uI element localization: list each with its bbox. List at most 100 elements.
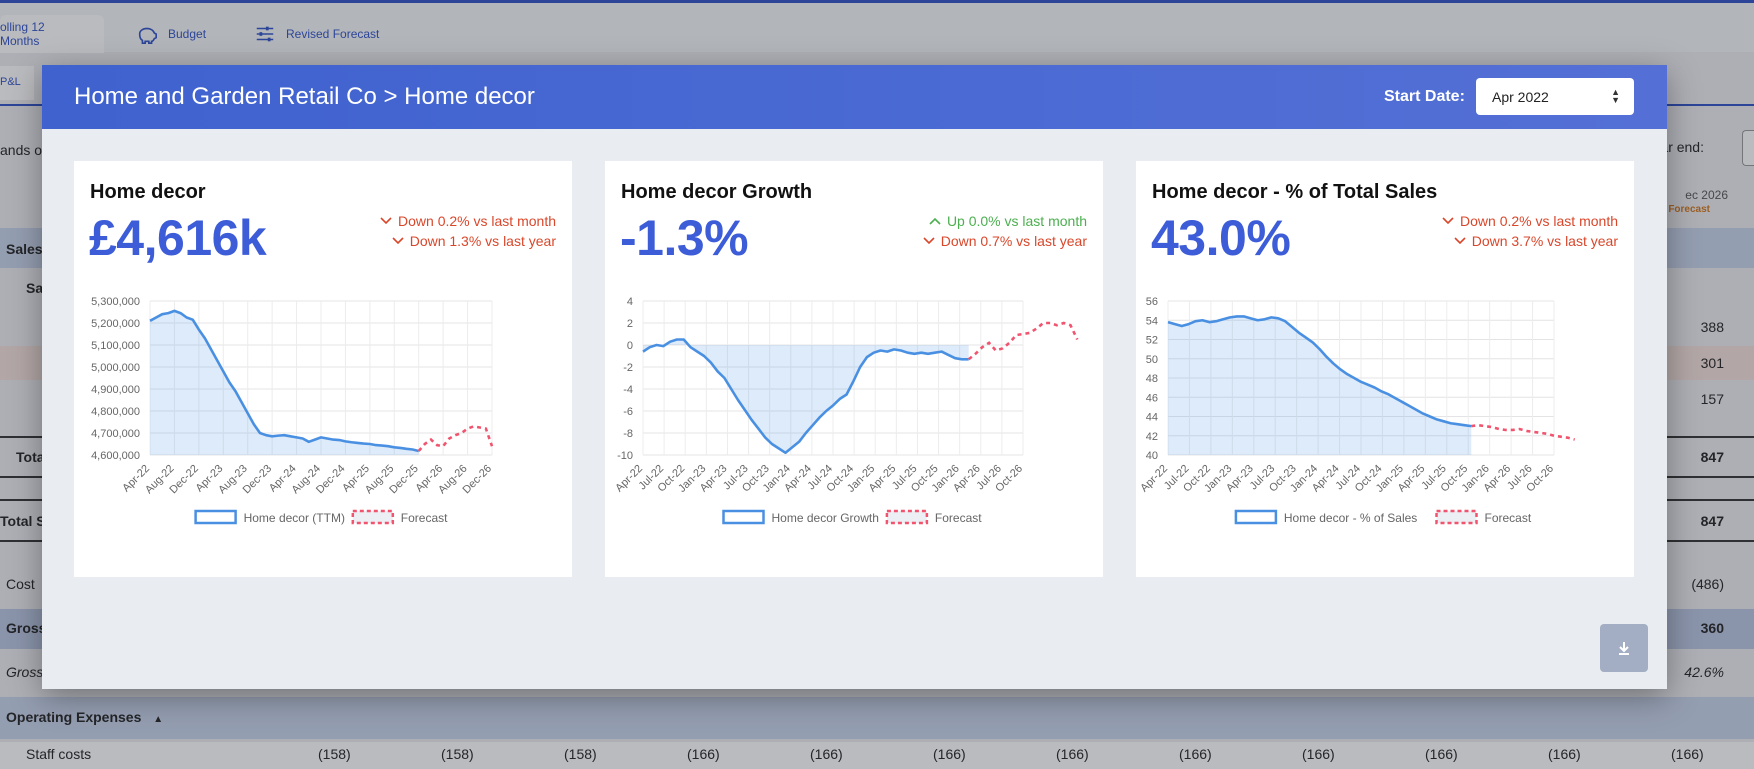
- staff-cost-cell: (166): [1671, 746, 1704, 762]
- delta-text: Down 0.7% vs last year: [940, 233, 1087, 249]
- select-chevron-icon: ▲ ▼: [1611, 87, 1620, 105]
- legend-swatch: [885, 509, 929, 525]
- staff-cost-cell: (166): [1179, 746, 1212, 762]
- chart-home-decor: 4,600,000 4,700,000 4,800,000 4,900,000 5,00…: [91, 296, 494, 525]
- series-area: [1168, 316, 1472, 455]
- tab-label: olling 12 Months: [0, 20, 45, 48]
- staff-cost-cell: (166): [1548, 746, 1581, 762]
- bg-value: 847: [1700, 513, 1724, 529]
- legend-label: Home decor Growth: [772, 511, 879, 525]
- y-tick-label: 2: [627, 318, 633, 330]
- start-date-value: Apr 2022: [1492, 89, 1549, 105]
- card-value: 43.0%: [1151, 210, 1291, 266]
- chevron-down-icon: [1442, 217, 1454, 225]
- y-tick-label: 5,100,000: [91, 340, 140, 352]
- start-date-select[interactable]: Apr 2022 ▲ ▼: [1476, 78, 1634, 115]
- row-band: [0, 697, 1754, 739]
- tab-rolling-12-months[interactable]: olling 12 Months: [0, 15, 104, 53]
- column-header: ec 2026: [1685, 188, 1728, 202]
- legend-swatch: [1435, 509, 1478, 525]
- staff-cost-cell: (166): [933, 746, 966, 762]
- legend-label: Forecast: [1485, 511, 1532, 525]
- delta-text: Down 0.2% vs last month: [398, 213, 556, 229]
- card-title: Home decor: [90, 181, 206, 203]
- delta-down: Down 3.7% vs last year: [1454, 233, 1618, 249]
- delta-down: Down 0.2% vs last month: [380, 213, 556, 229]
- legend-label: Forecast: [401, 511, 448, 525]
- y-tick-label: -10: [617, 450, 633, 462]
- tab-budget[interactable]: Budget: [118, 15, 224, 53]
- download-button[interactable]: [1600, 624, 1648, 672]
- y-tick-label: 44: [1146, 412, 1158, 424]
- staff-cost-cell: (166): [1056, 746, 1089, 762]
- chart-legend: Home decor (TTM) Forecast: [194, 509, 448, 525]
- y-tick-label: -4: [623, 384, 633, 396]
- y-tick-label: 54: [1146, 315, 1158, 327]
- x-tick-label: Apr-22: [1138, 463, 1170, 495]
- y-tick-label: 0: [627, 340, 633, 352]
- y-tick-label: 5,000,000: [91, 362, 140, 374]
- kpi-card-home-decor: Home decor £4,616k 4,600,000 4,700,000 4,8…: [74, 161, 572, 577]
- chart-legend: Home decor Growth Forecast: [722, 509, 982, 525]
- y-tick-label: 56: [1146, 296, 1158, 308]
- piggy-bank-icon: [138, 27, 157, 44]
- bg-label: Gross: [6, 664, 44, 680]
- series-area: [643, 339, 969, 453]
- y-tick-label: 52: [1146, 335, 1158, 347]
- card-title: Home decor Growth: [621, 181, 813, 203]
- chevron-down-icon: [380, 217, 392, 225]
- delta-text: Down 3.7% vs last year: [1471, 233, 1618, 249]
- series-area: [150, 310, 419, 455]
- kpi-card-home-decor-pct-sales: Home decor - % of Total Sales 43.0% 40 42…: [1136, 161, 1634, 577]
- staff-cost-cell: (166): [1302, 746, 1335, 762]
- tab-label: Budget: [168, 27, 207, 41]
- bg-label: ands o: [0, 142, 43, 158]
- forecast-line: [1471, 423, 1576, 441]
- staff-cost-cell: (158): [318, 746, 351, 762]
- y-tick-label: 4: [627, 296, 633, 308]
- tab-label: Revised Forecast: [286, 27, 380, 41]
- tab-revised-forecast[interactable]: Revised Forecast: [236, 15, 397, 53]
- y-tick-label: 40: [1146, 450, 1158, 462]
- legend-label: Forecast: [935, 511, 982, 525]
- staff-cost-cell: (166): [810, 746, 843, 762]
- delta-text: Down 0.2% vs last month: [1460, 213, 1618, 229]
- modal-header: Home and Garden Retail Co > Home decor S…: [42, 65, 1667, 129]
- bg-value: 360: [1700, 620, 1724, 636]
- kpi-card-home-decor-growth: Home decor Growth -1.3% -10 -8 -6 -4 -2 0 2 4 Ap…: [605, 161, 1103, 577]
- legend-swatch: [351, 509, 395, 525]
- caret-up-icon: ▲: [153, 714, 164, 725]
- legend-swatch: [1234, 509, 1278, 525]
- staff-cost-cell: (166): [1425, 746, 1458, 762]
- legend-swatch: [722, 509, 765, 525]
- subtab-pl[interactable]: P&L: [0, 66, 34, 100]
- staff-cost-cell: (158): [564, 746, 597, 762]
- y-tick-label: 50: [1146, 354, 1158, 366]
- table-row: [0, 742, 1754, 769]
- bg-label: Sa: [26, 280, 44, 296]
- y-tick-label: 4,600,000: [91, 450, 140, 462]
- download-icon: [1619, 642, 1629, 655]
- series-line: [1167, 315, 1472, 428]
- chart-home-decor-pct-sales: 404244464850525456Apr-22Jul-22Oct-22Jan-…: [1138, 296, 1576, 525]
- y-tick-label: 4,900,000: [91, 384, 140, 396]
- y-tick-label: 5,300,000: [91, 296, 140, 308]
- bg-value: 42.6%: [1684, 664, 1724, 680]
- bg-label: Cost: [6, 576, 35, 592]
- y-tick-label: 4,800,000: [91, 406, 140, 418]
- card-value: -1.3%: [620, 210, 749, 266]
- chevron-up-icon: [929, 217, 941, 225]
- y-tick-label: 48: [1146, 373, 1158, 385]
- year-end-select[interactable]: [1742, 130, 1754, 166]
- bg-value: 301: [1700, 355, 1724, 371]
- bg-label: Total S: [0, 513, 46, 529]
- sliders-icon: [256, 26, 274, 42]
- y-tick-label: -6: [623, 406, 633, 418]
- delta-text: Down 1.3% vs last year: [409, 233, 556, 249]
- bg-label: Sales: [6, 241, 43, 257]
- bg-label: Staff costs: [26, 746, 92, 762]
- bg-value: 157: [1700, 391, 1724, 407]
- y-tick-label: 4,700,000: [91, 428, 140, 440]
- card-title: Home decor - % of Total Sales: [1152, 181, 1438, 203]
- section-operating-expenses[interactable]: Operating Expenses ▲: [6, 709, 163, 725]
